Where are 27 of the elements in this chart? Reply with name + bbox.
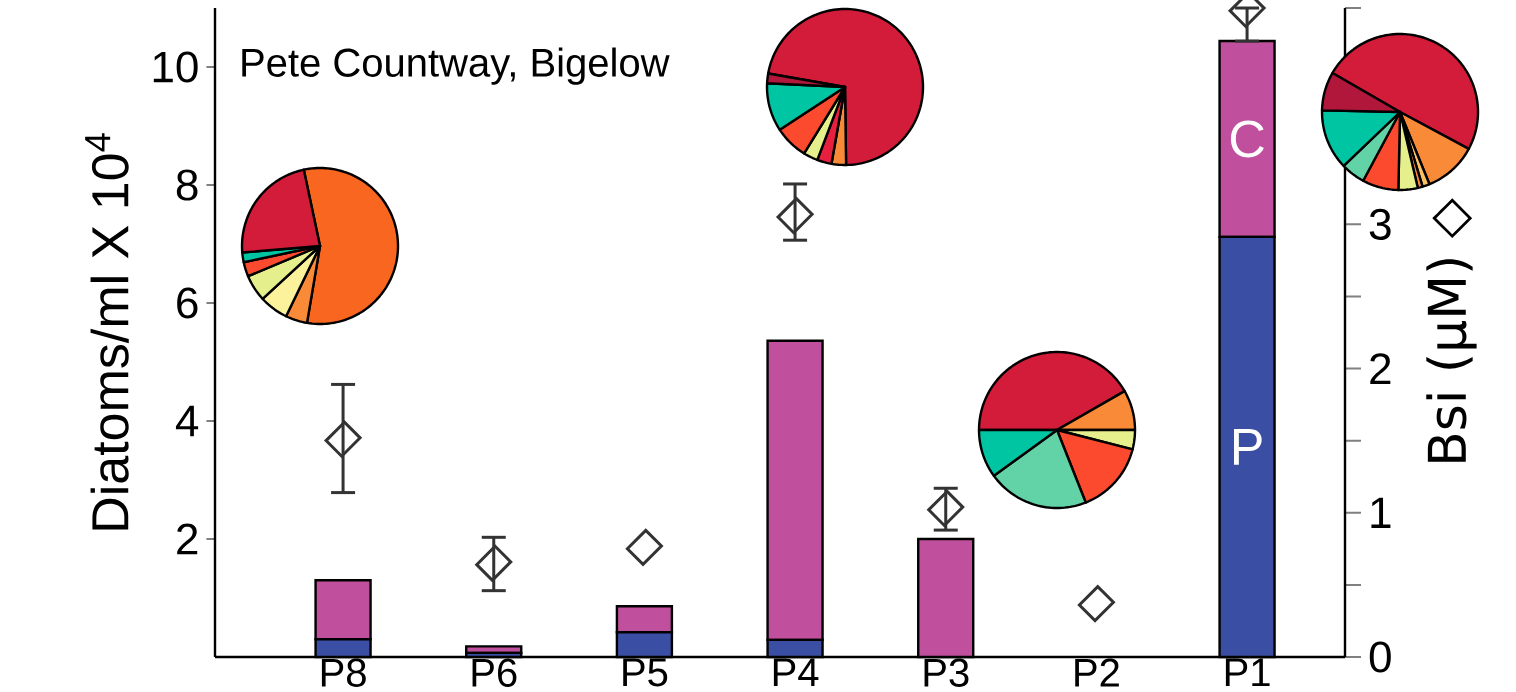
x-tick-label: P5 — [623, 658, 668, 687]
annotation: Pete Countway, Bigelow — [242, 47, 670, 85]
y-tick-label: 8 — [176, 169, 198, 201]
series-label: C — [1230, 120, 1264, 158]
y2-tick-label: 1 — [1371, 497, 1391, 528]
point — [1077, 585, 1115, 623]
x-tick-label: P1 — [1225, 658, 1270, 687]
point — [475, 544, 513, 582]
y-tick-label: 2 — [177, 523, 198, 555]
y-tick-label: 4 — [175, 405, 199, 437]
y2-axis-title: Bsi (µM) ◇ — [1426, 198, 1477, 462]
y2-tick-label: 0 — [1369, 641, 1391, 673]
point — [927, 489, 965, 527]
y-axis-title: Diatoms/ml X 10$^{4}$ — [85, 133, 129, 530]
series-label: P — [1233, 429, 1262, 465]
point — [625, 528, 663, 566]
y-tick-label: 6 — [177, 287, 198, 319]
x-tick-label: P4 — [773, 658, 819, 687]
point — [776, 197, 814, 235]
point — [324, 420, 362, 458]
y2-tick-label: 3 — [1369, 208, 1391, 240]
y-tick-label: 10 — [153, 51, 198, 83]
x-tick-label: P8 — [321, 658, 366, 687]
x-tick-label: P2 — [1075, 658, 1119, 687]
x-tick-label: P3 — [924, 658, 969, 687]
x-tick-label: P6 — [472, 658, 517, 687]
y2-tick-label: 2 — [1370, 353, 1391, 384]
